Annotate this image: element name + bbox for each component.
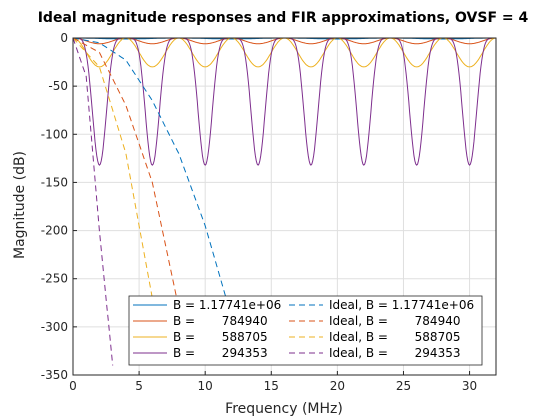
x-tick-label: 0 xyxy=(69,379,77,393)
x-tick-label: 5 xyxy=(135,379,143,393)
legend-label: B = 784940 xyxy=(173,314,268,328)
legend: B = 1.17741e+06 B = 784940 B = 588705 B = 2… xyxy=(128,295,483,366)
grid xyxy=(72,37,496,376)
legend-box xyxy=(128,295,483,366)
legend-label: B = 588705 xyxy=(173,330,268,344)
series-line-5 xyxy=(73,38,180,308)
y-tick-label: -50 xyxy=(48,79,68,93)
x-tick-label: 10 xyxy=(198,379,213,393)
y-tick-label: -100 xyxy=(41,127,68,141)
y-tick-label: -300 xyxy=(41,320,68,334)
x-axis-label: Frequency (MHz) xyxy=(225,401,343,417)
y-axis-label: Magnitude (dB) xyxy=(12,151,28,259)
plot-area xyxy=(73,38,496,366)
legend-label: Ideal, B = 784940 xyxy=(329,314,460,328)
series-line-2 xyxy=(73,38,496,68)
legend-label: B = 1.17741e+06 xyxy=(173,298,281,312)
chart-title: Ideal magnitude responses and FIR approx… xyxy=(38,10,529,26)
y-tick-label: -150 xyxy=(41,175,68,189)
x-tick-label: 30 xyxy=(462,379,477,393)
series-line-0 xyxy=(73,38,496,40)
legend-label: Ideal, B = 1.17741e+06 xyxy=(329,298,474,312)
series-line-7 xyxy=(73,38,114,366)
legend-label: B = 294353 xyxy=(173,346,268,360)
series-line-3 xyxy=(73,38,496,166)
axis-ticks: 0 5 10 15 20 25 30 -350 -300 -250 -200 -150 -100 -50 0 xyxy=(41,31,477,393)
series-line-4 xyxy=(73,38,233,318)
y-tick-label: 0 xyxy=(60,31,68,45)
y-tick-label: -250 xyxy=(41,272,68,286)
axes-box xyxy=(72,37,497,376)
y-tick-label: -350 xyxy=(41,368,68,382)
series-line-6 xyxy=(73,38,153,299)
x-tick-label: 25 xyxy=(396,379,411,393)
x-tick-label: 20 xyxy=(330,379,345,393)
x-tick-label: 15 xyxy=(264,379,279,393)
legend-label: Ideal, B = 588705 xyxy=(329,330,460,344)
y-tick-label: -200 xyxy=(41,224,68,238)
series-line-1 xyxy=(73,38,496,45)
legend-label: Ideal, B = 294353 xyxy=(329,346,460,360)
